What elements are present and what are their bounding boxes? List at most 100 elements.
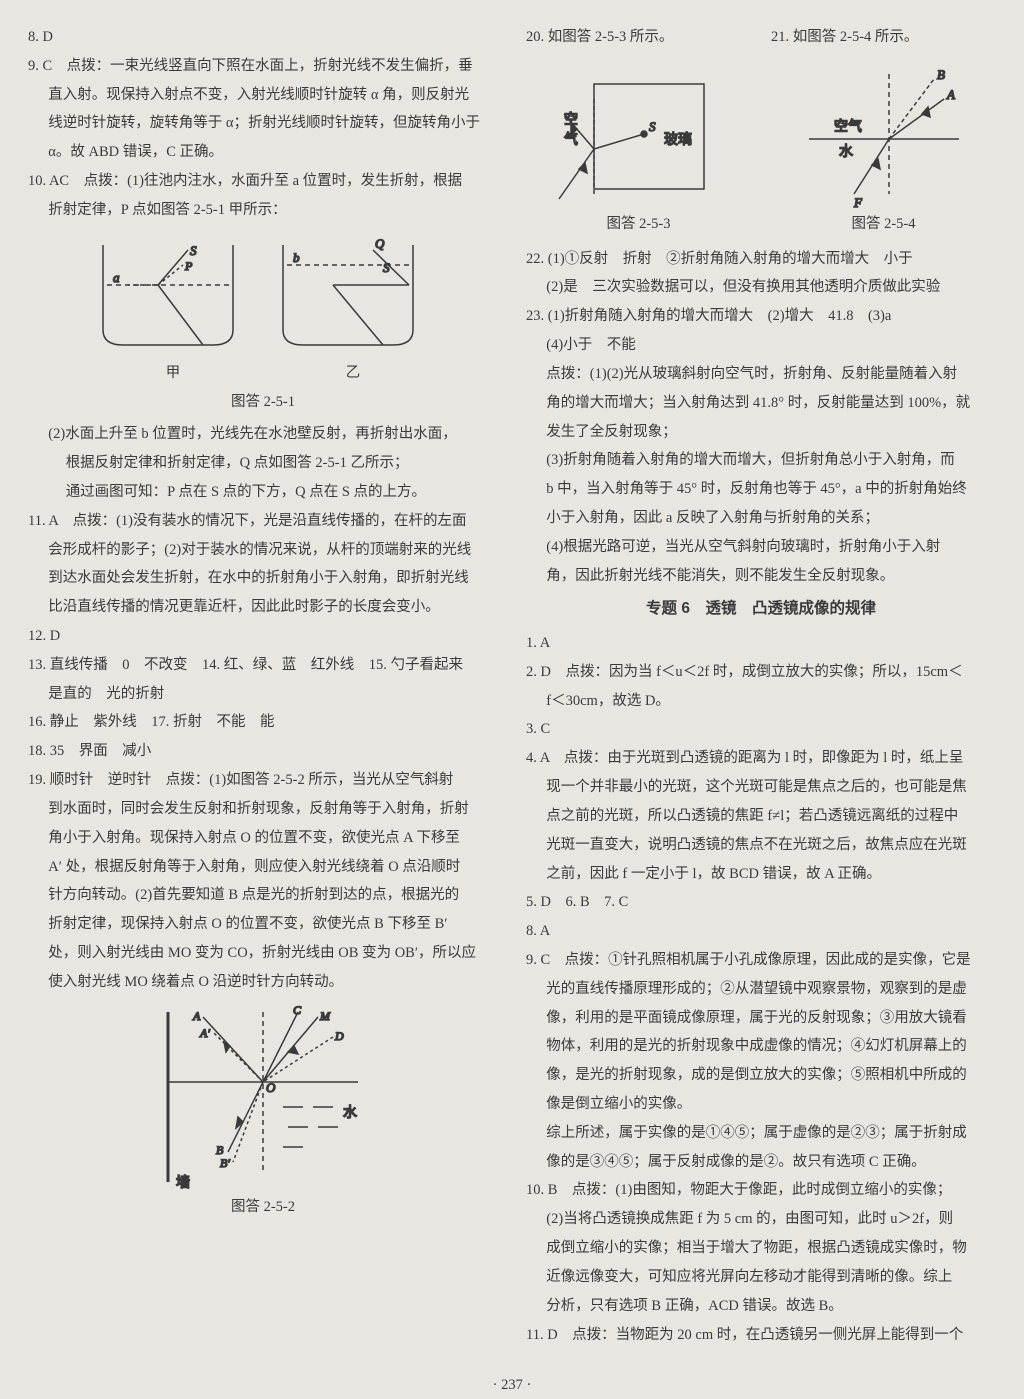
svg-text:A: A: [192, 1009, 201, 1023]
fig3-caption: 图答 2-5-3: [526, 211, 751, 238]
r-a10b: (2)当将凸透镜换成焦距 f 为 5 cm 的，由图可知，此时 u＞2f，则: [526, 1206, 996, 1233]
svg-text:D: D: [334, 1029, 344, 1043]
q12: 12. D: [28, 623, 498, 650]
r-a10d: 近像远像变大，可知应将光屏向左移动才能得到清晰的像。综上: [526, 1264, 996, 1291]
q13-l1: 13. 直线传播 0 不改变 14. 红、绿、蓝 红外线 15. 勺子看起来: [28, 652, 498, 679]
q16: 16. 静止 紫外线 17. 折射 不能 能: [28, 709, 498, 736]
r-a9b: 光的直线传播原理形成的；②从潜望镜中观察景物，观察到的是虚: [526, 976, 996, 1003]
q19-l8: 使入射光线 MO 绕着点 O 沿逆时针方向转动。: [28, 969, 498, 996]
r-a1: 1. A: [526, 630, 996, 657]
fig1-label-right: 乙: [346, 360, 361, 387]
q21: 21. 如图答 2-5-4 所示。: [771, 24, 996, 51]
q11-l3: 到达水面处会发生折射，在水中的折射角小于入射角，即折射光线: [28, 565, 498, 592]
svg-text:b: b: [293, 250, 300, 265]
svg-text:B: B: [937, 67, 945, 82]
r-a9f: 像是倒立缩小的实像。: [526, 1091, 996, 1118]
q10-l1: 10. AC 点拨：(1)往池内注水，水面升至 a 位置时，发生折射，根据: [28, 168, 498, 195]
q19-l7: 处，则入射光线由 MO 变为 CO，折射光线由 OB 变为 OB′，所以应: [28, 940, 498, 967]
r-a57: 5. D 6. B 7. C: [526, 889, 996, 916]
r-a10c: 成倒立缩小的实像；相当于增大了物距，根据凸透镜成实像时，物: [526, 1235, 996, 1262]
r-q22a: 22. (1)①反射 折射 ②折射角随入射角的增大而增大 小于: [526, 246, 996, 273]
q11-l4: 比沿直线传播的情况更靠近杆，因此此时影子的长度会变小。: [28, 594, 498, 621]
r-a10e: 分析，只有选项 B 正确，ACD 错误。故选 B。: [526, 1293, 996, 1320]
svg-text:S: S: [383, 260, 390, 275]
r-a4a: 4. A 点拨：由于光斑到凸透镜的距离为 l 时，即像距为 l 时，纸上呈: [526, 745, 996, 772]
r-a9e: 像，是光的折射现象，成的是倒立放大的实像；⑤照相机中所成的: [526, 1062, 996, 1089]
svg-text:C: C: [293, 1003, 302, 1017]
svg-text:S: S: [649, 119, 656, 134]
q9-l1: 9. C 点拨：一束光线竖直向下照在水面上，折射光线不发生偏折，垂: [28, 53, 498, 80]
q19-l5: 针方向转动。(2)首先要知道 B 点是光的折射到达的点，根据光的: [28, 882, 498, 909]
r-q23i: (4)根据光路可逆，当光从空气斜射向玻璃时，折射角小于入射: [526, 534, 996, 561]
r-a10a: 10. B 点拨：(1)由图知，物距大于像距，此时成倒立缩小的实像；: [526, 1177, 996, 1204]
q11-l1: 11. A 点拨：(1)没有装水的情况下，光是沿直线传播的，在杆的左面: [28, 508, 498, 535]
svg-text:P: P: [184, 259, 193, 273]
r-a4b: 现一个并非最小的光斑，这个光斑可能是焦点之后的，也可能是焦: [526, 774, 996, 801]
r-a11a: 11. D 点拨：当物距为 20 cm 时，在凸透镜另一侧光屏上能得到一个: [526, 1322, 996, 1349]
r-a9d: 物体，利用的是光的折射现象中成虚像的情况；④幻灯机屏幕上的: [526, 1033, 996, 1060]
r-a9a: 9. C 点拨：①针孔照相机属于小孔成像原理，因此成的是实像，它是: [526, 947, 996, 974]
r-a2b: f＜30cm，故选 D。: [526, 688, 996, 715]
r-q23e: 发生了全反射现象；: [526, 419, 996, 446]
q19-l2: 到水面时，同时会发生反射和折射现象，反射角等于入射角，折射: [28, 796, 498, 823]
r-q23g: b 中，当入射角等于 45° 时，反射角也等于 45°，a 中的折射角始终: [526, 476, 996, 503]
r-q23h: 小于入射角，因此 a 反映了入射角与折射角的关系；: [526, 505, 996, 532]
q10-l4: 根据反射定律和折射定律，Q 点如图答 2-5-1 乙所示；: [28, 450, 498, 477]
q10-l2: 折射定律，P 点如图答 2-5-1 甲所示：: [28, 197, 498, 224]
r-a4e: 之前，因此 f 一定小于 l，故 BCD 错误，故 A 正确。: [526, 861, 996, 888]
r-a4c: 点之前的光斑，所以凸透镜的焦距 f≠l；若凸透镜远离纸的过程中: [526, 803, 996, 830]
r-q23b: (4)小于 不能: [526, 332, 996, 359]
svg-text:B: B: [216, 1143, 224, 1157]
r-a9h: 像的是③④⑤；属于反射成像的是②。故只有选项 C 正确。: [526, 1149, 996, 1176]
r-a9g: 综上所述，属于实像的是①④⑤；属于虚像的是②③；属于折射成: [526, 1120, 996, 1147]
svg-text:水: 水: [839, 144, 853, 160]
svg-text:A: A: [946, 87, 955, 102]
svg-text:F: F: [853, 195, 863, 209]
page-number: · 237 ·: [28, 1372, 996, 1399]
r-q23a: 23. (1)折射角随入射角的增大而增大 (2)增大 41.8 (3)a: [526, 303, 996, 330]
q9-l2: 直入射。现保持入射点不变，入射光线顺时针旋转 α 角，则反射光: [28, 82, 498, 109]
fig1-caption: 图答 2-5-1: [28, 389, 498, 416]
section-heading: 专题 6 透镜 凸透镜成像的规律: [526, 595, 996, 624]
q19-l1: 19. 顺时针 逆时针 点拨：(1)如图答 2-5-2 所示，当光从空气斜射: [28, 767, 498, 794]
r-q23j: 角，因此折射光线不能消失，则不能发生全反射现象。: [526, 563, 996, 590]
q9-l4: α。故 ABD 错误，C 正确。: [28, 139, 498, 166]
svg-text:空气: 空气: [834, 119, 862, 135]
q19-l3: 角小于入射角。现保持入射点 O 的位置不变，欲使光点 A 下移至: [28, 825, 498, 852]
fig2-caption: 图答 2-5-2: [28, 1194, 498, 1221]
r-a3: 3. C: [526, 716, 996, 743]
r-q23c: 点拨：(1)(2)光从玻璃斜射向空气时，折射角、反射能量随着入射: [526, 361, 996, 388]
figure-2-5-4: 空气 水 F A B 图答 2-5-4: [771, 59, 996, 240]
fig1-label-left: 甲: [166, 360, 181, 387]
figure-2-5-1: a S P b Q S 甲 乙 图答 2-5-1: [28, 230, 498, 416]
r-a8: 8. A: [526, 918, 996, 945]
r-q23f: (3)折射角随着入射角的增大而增大，但折射角总小于入射角，而: [526, 447, 996, 474]
r-q23d: 角的增大而增大；当入射角达到 41.8° 时，反射能量达到 100%，就: [526, 390, 996, 417]
q11-l2: 会形成杆的影子；(2)对于装水的情况来说，从杆的顶端射来的光线: [28, 537, 498, 564]
q13-l2: 是直的 光的折射: [28, 681, 498, 708]
svg-text:玻璃: 玻璃: [664, 131, 692, 148]
q18: 18. 35 界面 减小: [28, 738, 498, 765]
r-a9c: 像，利用的是平面镜成像原理，属于光的反射现象；③用放大镜看: [526, 1005, 996, 1032]
svg-text:A′: A′: [199, 1026, 210, 1040]
svg-text:O: O: [266, 1080, 276, 1095]
svg-text:水: 水: [343, 1105, 357, 1121]
svg-text:M: M: [319, 1009, 331, 1023]
q20: 20. 如图答 2-5-3 所示。: [526, 24, 751, 51]
q8: 8. D: [28, 24, 498, 51]
svg-text:a: a: [113, 270, 120, 285]
svg-text:Q: Q: [375, 236, 385, 251]
q19-l6: 折射定律，现保持入射点 O 的位置不变，欲使光点 B 下移至 B′: [28, 911, 498, 938]
q10-l5: 通过画图可知：P 点在 S 点的下方，Q 点在 S 点的上方。: [28, 479, 498, 506]
svg-text:B′: B′: [220, 1156, 230, 1170]
q10-l3: (2)水面上升至 b 位置时，光线先在水池壁反射，再折射出水面，: [28, 421, 498, 448]
fig4-caption: 图答 2-5-4: [771, 211, 996, 238]
r-q22b: (2)是 三次实验数据可以，但没有换用其他透明介质做此实验: [526, 274, 996, 301]
q9-l3: 线逆时针旋转，旋转角等于 α；折射光线顺时针旋转，但旋转角小于: [28, 110, 498, 137]
r-a4d: 光斑一直变大，说明凸透镜的焦点不在光斑之后，故焦点应在光斑: [526, 832, 996, 859]
q19-l4: A′ 处，根据反射角等于入射角，则应使入射光线绕着 O 点沿顺时: [28, 854, 498, 881]
svg-text:墙: 墙: [176, 1175, 190, 1191]
svg-text:S: S: [190, 243, 197, 258]
figure-2-5-2: O M C D A A′ B B′ 水 墙 图答 2-5-2: [28, 1002, 498, 1221]
r-a2a: 2. D 点拨：因为当 f＜u＜2f 时，成倒立放大的实像；所以，15cm＜: [526, 659, 996, 686]
